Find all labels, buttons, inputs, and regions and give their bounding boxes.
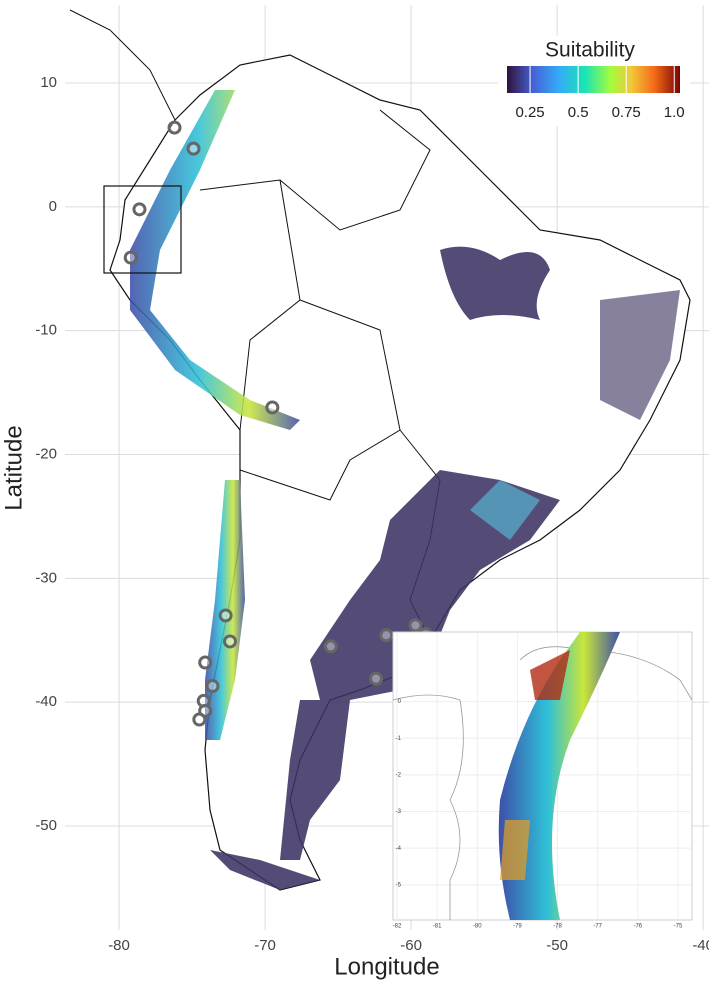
legend-tick-label: 1.0 [664,104,685,121]
inset-x-tick-label: -79 [513,924,522,930]
occurrence-point [186,141,201,156]
occurrence-point [408,618,423,633]
occurrence-point [379,628,394,643]
x-axis-label: Longitude [334,953,439,980]
inset-x-tick-label: -75 [674,924,683,930]
occurrence-point [192,712,207,727]
inset-y-tick-label: -5 [396,882,402,888]
occurrence-point [323,639,338,654]
inset-y-tick-label: -2 [396,772,402,778]
x-tick-label: -40 [692,937,709,954]
legend-tick-label: 0.75 [612,104,641,121]
y-tick-label: -10 [35,322,57,339]
y-axis-label: Latitude [0,425,27,510]
legend-ticks: 0.25 0.5 0.75 1.0 [515,66,685,121]
x-tick-label: -60 [400,937,422,954]
occurrence-point [167,120,182,135]
inset-y-tick-label: -4 [396,846,402,852]
inset-y-tick-label: 0 [398,699,402,705]
inset-y-tick-label: -1 [396,736,402,742]
inset-x-tick-label: -78 [553,924,562,930]
x-tick-label: -50 [546,937,568,954]
inset-x-tick-label: -81 [433,924,442,930]
occurrence-point [132,202,147,217]
colorbar [507,66,680,93]
x-tick-label: -80 [108,937,130,954]
occurrence-point [218,608,233,623]
x-tick-label: -70 [254,937,276,954]
inset-x-tick-label: -80 [473,924,482,930]
occurrence-point [198,655,213,670]
inset-extent [103,185,182,274]
inset [392,631,693,921]
y-tick-label: -50 [35,817,57,834]
occurrence-point [369,671,384,686]
occurrences [123,120,433,727]
y-tick-label: -30 [35,569,57,586]
inset-y-tick-label: -3 [396,809,402,815]
y-tick-label: 10 [40,74,57,91]
inset-x-tick-label: -82 [393,924,402,930]
axes: -80-70-60-50-40100-10-20-30-40-50-82-81-… [35,74,709,954]
inset-x-tick-label: -77 [593,924,602,930]
legend-tick-label: 0.25 [515,104,544,121]
legend-tick-label: 0.5 [568,104,589,121]
legend-title: Suitability [545,39,635,62]
y-tick-label: -20 [35,445,57,462]
suitability-surface [130,90,680,890]
y-tick-label: 0 [49,198,57,215]
inset-x-tick-label: -76 [633,924,642,930]
occurrence-point [223,634,238,649]
occurrence-point [123,250,138,265]
occurrence-point [265,400,280,415]
y-tick-label: -40 [35,693,57,710]
occurrence-point [205,679,220,694]
